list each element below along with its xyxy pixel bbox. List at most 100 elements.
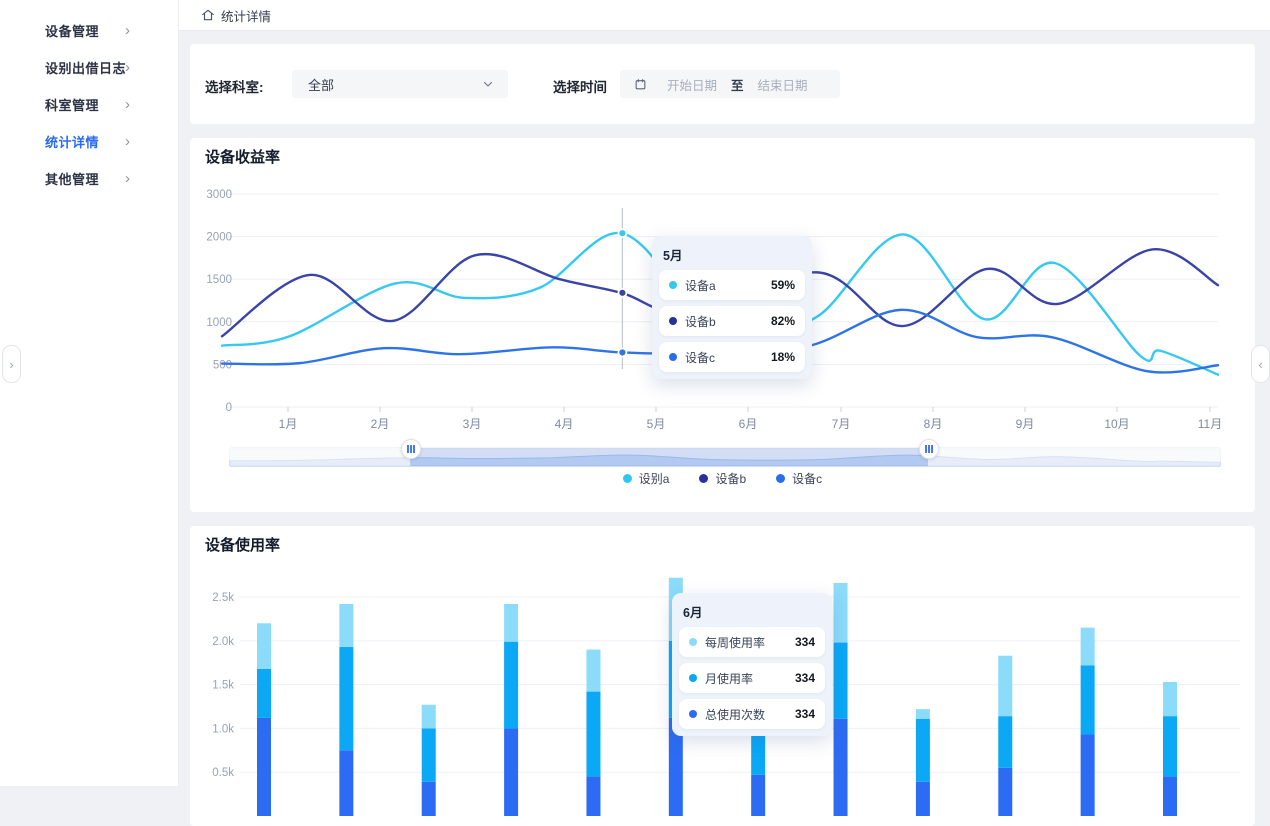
legend-item-series-b[interactable]: 设备b — [699, 470, 746, 487]
revenue-line-chart-canvas[interactable]: 0 500 1000 1500 2000 3000 1月 2月 3月 4月 5月 6月 7月 8月 9月 10… — [190, 138, 1255, 512]
series-a-dot-icon — [622, 474, 632, 483]
chevron-right-icon: › — [125, 132, 130, 150]
sidebar-item-label: 统计详情 — [45, 134, 100, 150]
tooltip-series-value: 18% — [770, 350, 795, 364]
chevron-down-icon — [483, 81, 493, 87]
tooltip-row: 设备b 82% — [659, 306, 805, 336]
series-a-dot-icon — [669, 281, 677, 289]
legend-item-series-a[interactable]: 设别a — [622, 470, 670, 487]
tooltip-row: 设备a 59% — [659, 270, 805, 300]
tooltip-series-value: 334 — [794, 671, 815, 685]
usage-chart-card: 设备使用率 0.5k 1.0k 1.5k 2.0k 2.5k 6月 每周使用率 334 … — [190, 526, 1255, 826]
breadcrumb[interactable]: 统计详情 — [201, 6, 271, 25]
calendar-icon — [635, 78, 646, 89]
svg-text:10月: 10月 — [1104, 417, 1129, 431]
legend-label: 设备b — [715, 472, 747, 486]
tooltip-row: 月使用率 334 — [679, 663, 825, 693]
tooltip-series-name: 设备c — [685, 350, 716, 365]
topbar: 统计详情 — [179, 0, 1270, 31]
tooltip-series-value: 82% — [770, 314, 795, 328]
sidebar-item-statistics-detail[interactable]: 统计详情 › — [0, 129, 178, 153]
series-c-dot-icon — [776, 474, 786, 483]
sidebar-item-label: 设别出借日志 — [45, 60, 127, 76]
line-chart-tooltip: 5月 设备a 59% 设备b 82% 设备c 18% — [652, 236, 812, 379]
date-separator: 至 — [731, 78, 744, 93]
date-range-picker[interactable]: 开始日期 至 结束日期 — [620, 70, 840, 98]
chevron-right-icon: › — [125, 58, 130, 76]
breadcrumb-label: 统计详情 — [221, 9, 272, 24]
svg-text:5月: 5月 — [647, 417, 666, 431]
weekly-usage-dot-icon — [689, 638, 697, 646]
time-filter-label: 选择时间 — [553, 80, 607, 95]
datazoom-right-handle[interactable] — [918, 439, 939, 459]
svg-text:0.5k: 0.5k — [212, 767, 234, 779]
sidebar-item-label: 科室管理 — [45, 97, 100, 113]
chevron-right-icon: › — [125, 169, 130, 187]
tooltip-series-value: 334 — [794, 707, 815, 721]
expand-left-panel-button[interactable]: › — [2, 345, 21, 383]
svg-text:2000: 2000 — [206, 232, 232, 244]
legend-item-series-c[interactable]: 设备c — [776, 470, 822, 487]
collapse-right-panel-button[interactable]: ‹ — [1251, 345, 1270, 383]
series-b-dot-icon — [669, 317, 677, 325]
filter-card: 选择科室: 全部 选择时间 开始日期 至 结束日期 — [190, 44, 1255, 124]
end-date-input[interactable]: 结束日期 — [757, 78, 808, 93]
department-select[interactable]: 全部 — [292, 70, 508, 98]
chevron-right-icon: › — [9, 356, 14, 372]
svg-text:1.5k: 1.5k — [212, 680, 234, 692]
svg-text:3000: 3000 — [206, 189, 232, 201]
datazoom-left-handle[interactable] — [401, 439, 422, 459]
svg-text:1500: 1500 — [206, 274, 232, 286]
svg-text:7月: 7月 — [832, 417, 851, 431]
sidebar: 设备管理 › 设别出借日志 › 科室管理 › 统计详情 › 其他管理 › — [0, 0, 179, 786]
chevron-right-icon: › — [125, 21, 130, 39]
department-select-value: 全部 — [308, 77, 335, 93]
sidebar-item-lending-log[interactable]: 设别出借日志 › — [0, 55, 178, 79]
tooltip-series-name: 设备b — [685, 314, 716, 329]
svg-text:1.0k: 1.0k — [212, 723, 234, 735]
tooltip-series-name: 每周使用率 — [705, 635, 766, 650]
sidebar-item-label: 其他管理 — [45, 171, 100, 187]
total-usage-dot-icon — [689, 710, 697, 718]
tooltip-title: 6月 — [683, 606, 703, 620]
svg-text:2月: 2月 — [371, 417, 390, 431]
revenue-chart-title: 设备收益率 — [205, 149, 281, 166]
svg-text:8月: 8月 — [924, 417, 943, 431]
legend-label: 设备c — [792, 472, 823, 486]
usage-chart-title: 设备使用率 — [205, 537, 281, 554]
svg-text:3月: 3月 — [463, 417, 482, 431]
home-icon — [202, 9, 214, 21]
department-filter-label: 选择科室: — [205, 80, 264, 95]
sidebar-item-label: 设备管理 — [45, 23, 100, 39]
svg-text:2.5k: 2.5k — [212, 592, 234, 604]
sidebar-item-department-management[interactable]: 科室管理 › — [0, 92, 178, 116]
sidebar-item-device-management[interactable]: 设备管理 › — [0, 18, 178, 42]
svg-text:1月: 1月 — [279, 417, 298, 431]
svg-text:1000: 1000 — [206, 317, 232, 329]
start-date-input[interactable]: 开始日期 — [667, 78, 718, 93]
tooltip-row: 总使用次数 334 — [679, 699, 825, 729]
svg-text:11月: 11月 — [1198, 417, 1222, 431]
svg-text:6月: 6月 — [739, 417, 758, 431]
sidebar-item-other-management[interactable]: 其他管理 › — [0, 166, 178, 190]
revenue-chart-card: 设备收益率 0 500 1000 1500 2000 3000 1月 2月 3月 4月 5月 6月 7月… — [190, 138, 1255, 512]
series-c-dot-icon — [669, 353, 677, 361]
tooltip-title: 5月 — [663, 249, 683, 263]
svg-text:0: 0 — [226, 402, 232, 414]
tooltip-row: 每周使用率 334 — [679, 627, 825, 657]
tooltip-series-name: 月使用率 — [705, 671, 754, 686]
series-b-dot-icon — [699, 474, 709, 483]
line-chart-legend: 设别a 设备b 设备c — [190, 470, 1255, 487]
svg-text:2.0k: 2.0k — [212, 636, 234, 648]
chevron-left-icon: ‹ — [1258, 356, 1263, 372]
tooltip-row: 设备c 18% — [659, 342, 805, 372]
tooltip-series-value: 334 — [794, 635, 815, 649]
monthly-usage-dot-icon — [689, 674, 697, 682]
legend-label: 设别a — [638, 472, 670, 486]
bar-chart-tooltip: 6月 每周使用率 334 月使用率 334 总使用次数 334 — [672, 593, 832, 736]
tooltip-series-value: 59% — [770, 278, 795, 292]
svg-text:500: 500 — [213, 359, 232, 371]
svg-text:4月: 4月 — [555, 417, 574, 431]
tooltip-series-name: 设备a — [685, 278, 716, 293]
svg-text:9月: 9月 — [1016, 417, 1035, 431]
